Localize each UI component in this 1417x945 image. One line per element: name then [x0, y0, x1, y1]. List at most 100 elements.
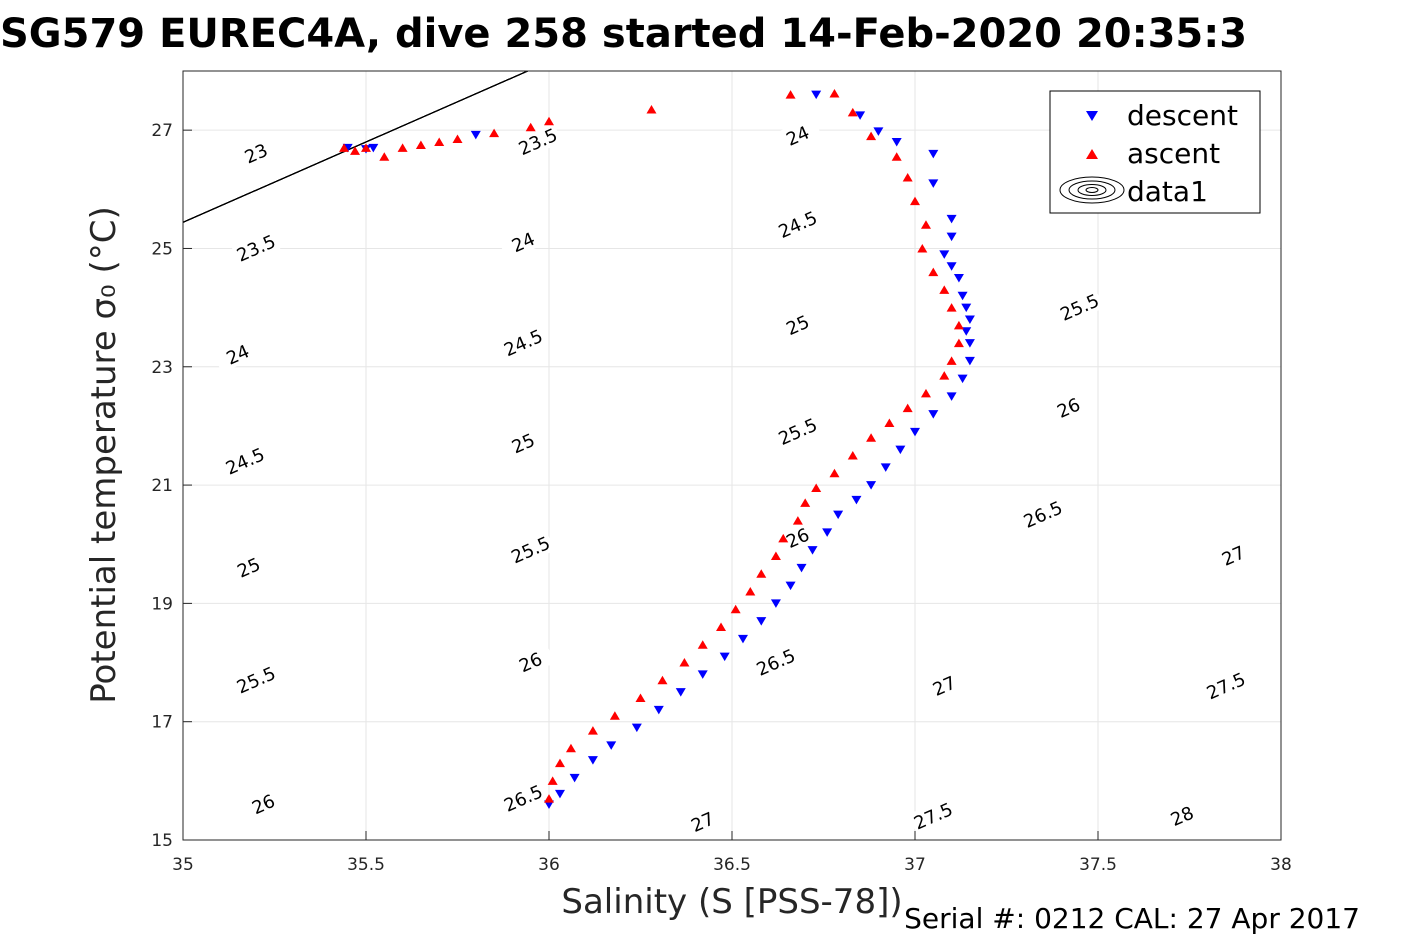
contour-label-bg [750, 642, 801, 681]
ascent-point [946, 356, 957, 365]
contour-label-bg [505, 530, 555, 569]
ascent-point [829, 468, 840, 478]
ascent-point [415, 140, 426, 149]
contour-label-bg [498, 778, 548, 817]
descent-point [785, 581, 796, 591]
y-tick-label: 27 [151, 121, 173, 141]
descent-point [807, 546, 818, 555]
ascent-point [811, 483, 822, 493]
contour-label-bg [772, 305, 823, 344]
contour-label-bg [772, 412, 823, 450]
descent-point [880, 463, 891, 472]
legend-box [1049, 90, 1261, 214]
footer-serial-cal: Serial #: 0212 CAL: 27 Apr 2017 [904, 902, 1360, 935]
density-contours [183, 71, 529, 223]
descent-point [719, 652, 730, 662]
contour-label-bg [1043, 388, 1093, 427]
ascent-point [946, 303, 957, 312]
contour-label-bg [772, 518, 823, 557]
ascent-point [679, 658, 690, 667]
descent-point [957, 291, 968, 301]
descent-point [697, 670, 708, 679]
descent-point [554, 789, 565, 799]
descent-point [737, 634, 748, 644]
descent-point [873, 127, 884, 136]
descent-point [653, 705, 664, 715]
descent-point [796, 563, 807, 573]
ascent-series [339, 88, 964, 803]
ascent-point [730, 604, 741, 614]
ascent-point [554, 758, 565, 768]
descent-point [833, 510, 844, 520]
legend-descent-marker [1086, 111, 1098, 121]
legend-ascent-label: ascent [1127, 137, 1220, 170]
descent-point [895, 445, 906, 455]
ascent-point [920, 220, 931, 229]
descent-point [470, 130, 481, 140]
descent-point [939, 250, 950, 259]
y-tick-label: 23 [151, 358, 173, 378]
contour-label-bg [1208, 536, 1258, 575]
ascent-point [697, 640, 708, 649]
contour-label-bg [231, 133, 281, 172]
y-tick-label: 21 [151, 476, 173, 496]
x-tick-label: 37 [904, 855, 926, 875]
chart-title: SG579 EUREC4A, dive 258 started 14-Feb-2… [0, 11, 1247, 57]
ascent-point [657, 675, 668, 685]
x-tick-label: 36.5 [713, 855, 751, 875]
contour-label: 26 [772, 518, 823, 557]
descent-point [822, 528, 833, 537]
ascent-point [434, 137, 445, 146]
descent-point [851, 495, 862, 505]
descent-point [964, 339, 975, 348]
x-tick-label: 37.5 [1079, 855, 1117, 875]
ascent-point [756, 569, 767, 578]
descent-point [631, 723, 642, 733]
contour-label: 27 [919, 666, 969, 705]
contour-label-bg [498, 222, 548, 261]
contour-label-bg [772, 204, 823, 243]
descent-point [961, 303, 972, 313]
x-axis-label: Salinity (S [PSS-78]) [561, 882, 902, 922]
descent-point [961, 327, 972, 336]
contour-label-bg [238, 784, 288, 823]
descent-point [910, 427, 920, 437]
contour-label-bg [212, 335, 263, 373]
ascent-point [609, 711, 620, 720]
contour-label-bg [908, 796, 958, 835]
contour-label-bg [498, 323, 548, 362]
ascent-point [866, 433, 877, 442]
ascent-point [953, 338, 964, 348]
ascent-point [866, 131, 877, 141]
ascent-point [379, 152, 390, 161]
descent-point [587, 756, 598, 765]
ascent-point [350, 146, 361, 155]
y-axis-ticks: 15 17 19 21 23 25 27 [151, 121, 192, 851]
ascent-point [544, 116, 554, 126]
descent-point [855, 111, 866, 120]
descent-point [544, 800, 554, 810]
ascent-point [847, 451, 858, 460]
ascent-point [635, 693, 646, 703]
contour-label-bg [231, 228, 281, 267]
y-tick-label: 25 [151, 239, 173, 259]
ascent-point [397, 143, 408, 152]
ascent-point [587, 726, 598, 735]
ascent-point [646, 104, 657, 114]
ascent-point [792, 516, 803, 525]
ascent-point [829, 88, 840, 98]
ascent-point [917, 243, 928, 253]
descent-point [811, 90, 822, 100]
descent-point [946, 392, 957, 401]
legend-data1-label: data1 [1127, 175, 1208, 208]
ascent-point [939, 285, 950, 294]
x-axis-ticks: 35 35.5 36 36.5 37 37.5 38 [172, 831, 1292, 875]
ascent-point [953, 320, 964, 330]
contour-label-bg [505, 642, 555, 681]
ascent-point [910, 196, 920, 206]
contour-label-bg [223, 548, 274, 586]
ascent-point [939, 371, 950, 380]
ascent-point [525, 122, 536, 132]
descent-point [928, 410, 939, 419]
